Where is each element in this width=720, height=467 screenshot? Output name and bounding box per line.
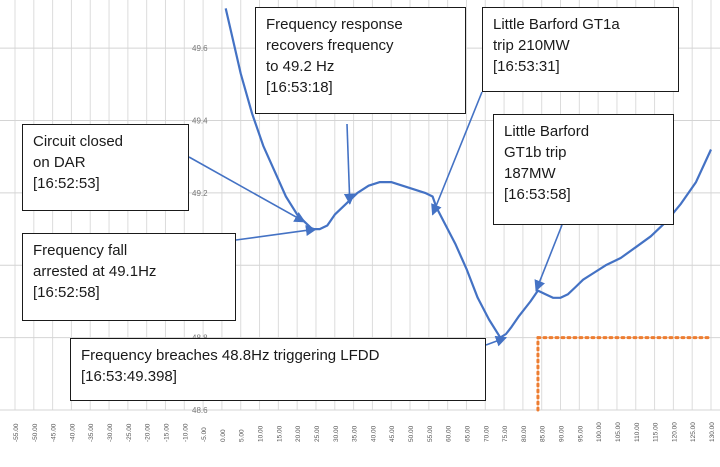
annotation-arrow — [431, 91, 483, 216]
annotation-line: [16:52:58] — [33, 284, 100, 301]
lfdd-reference-lines — [536, 336, 713, 412]
annotation-line: Little Barford GT1a — [493, 16, 620, 33]
x-tick-label: -20.00 — [145, 423, 152, 442]
annotation-arrow — [534, 224, 563, 292]
annotation-circuit-closed: Circuit closed on DAR [16:52:53] — [22, 124, 189, 211]
x-tick-label: 50.00 — [408, 425, 415, 442]
x-tick-label: 60.00 — [446, 425, 453, 442]
annotation-line: recovers frequency — [266, 37, 394, 54]
annotation-line: Frequency response — [266, 16, 403, 33]
x-tick-label: 40.00 — [370, 425, 377, 442]
x-tick-label: 80.00 — [521, 425, 528, 442]
x-tick-label: -50.00 — [32, 423, 39, 442]
y-tick-label: 49.6 — [192, 44, 208, 53]
annotation-lfdd: Frequency breaches 48.8Hz triggering LFD… — [70, 338, 486, 401]
annotation-line: Frequency fall — [33, 242, 128, 259]
x-tick-label: 20.00 — [295, 425, 302, 442]
x-tick-label: 110.00 — [634, 422, 641, 442]
annotation-frequency-fall: Frequency fall arrested at 49.1Hz [16:52:5… — [22, 233, 236, 321]
x-tick-label: 5.00 — [239, 429, 246, 442]
annotation-frequency-response: Frequency response recovers frequency to 4… — [255, 7, 466, 114]
y-tick-label: 48.6 — [192, 406, 208, 415]
annotation-line: to 49.2 Hz — [266, 58, 335, 75]
annotation-line: arrested at 49.1Hz — [33, 263, 157, 280]
annotation-arrow — [235, 224, 318, 241]
x-tick-label: 90.00 — [559, 425, 566, 442]
x-tick-label: 100.00 — [596, 422, 603, 442]
x-tick-label: 125.00 — [690, 422, 697, 442]
x-tick-label: 0.00 — [220, 429, 227, 442]
annotation-gt1b-trip: Little Barford GT1b trip 187MW [16:53:58] — [493, 114, 674, 225]
x-tick-label: -15.00 — [163, 423, 170, 442]
x-tick-label: 25.00 — [314, 425, 321, 442]
annotation-line: trip 210MW — [493, 37, 570, 54]
annotation-arrow — [485, 335, 508, 347]
annotation-line: [16:53:18] — [266, 79, 333, 96]
annotation-gt1a-trip: Little Barford GT1a trip 210MW [16:53:31] — [482, 7, 679, 92]
x-tick-label: 120.00 — [671, 422, 678, 442]
annotation-line: [16:53:31] — [493, 58, 560, 75]
x-tick-label: -55.00 — [13, 423, 20, 442]
x-tick-label: 15.00 — [276, 425, 283, 442]
y-tick-label: 49.2 — [192, 189, 208, 198]
x-tick-label: 55.00 — [427, 425, 434, 442]
annotation-arrow — [343, 123, 356, 205]
annotation-line: on DAR — [33, 154, 86, 171]
x-tick-label: 30.00 — [333, 425, 340, 442]
x-tick-label: 45.00 — [389, 425, 396, 442]
x-tick-label: 115.00 — [653, 422, 660, 442]
x-tick-label: -5.00 — [201, 427, 208, 442]
annotation-line: [16:53:58] — [504, 186, 571, 203]
x-tick-label: 95.00 — [577, 425, 584, 442]
annotation-line: GT1b trip — [504, 144, 567, 161]
x-tick-label: -30.00 — [107, 423, 114, 442]
x-tick-label: 75.00 — [502, 425, 509, 442]
y-tick-label: 49.4 — [192, 117, 208, 126]
x-tick-label: 70.00 — [483, 425, 490, 442]
annotation-line: Little Barford — [504, 123, 590, 140]
annotation-line: [16:53:49.398] — [81, 368, 177, 385]
annotation-arrows — [188, 91, 563, 347]
annotation-line: Frequency breaches 48.8Hz triggering LFD… — [81, 347, 380, 364]
x-tick-label: 130.00 — [709, 422, 716, 442]
x-tick-label: -10.00 — [182, 423, 189, 442]
x-tick-label: 65.00 — [464, 425, 471, 442]
x-tick-label: -25.00 — [126, 423, 133, 442]
x-tick-label: 10.00 — [258, 425, 265, 442]
annotation-line: Circuit closed — [33, 133, 124, 150]
x-tick-label: 105.00 — [615, 422, 622, 442]
x-tick-label: 85.00 — [540, 425, 547, 442]
x-axis-ticks: -55.00 -50.00 -45.00 -40.00 -35.00 -30.00 -25.… — [13, 422, 716, 442]
x-tick-label: -45.00 — [51, 423, 58, 442]
annotation-line: 187MW — [504, 165, 556, 182]
annotation-arrow — [188, 156, 306, 223]
x-tick-label: 35.00 — [352, 425, 359, 442]
x-tick-label: -40.00 — [69, 423, 76, 442]
x-tick-label: -35.00 — [88, 423, 95, 442]
annotation-line: [16:52:53] — [33, 175, 100, 192]
